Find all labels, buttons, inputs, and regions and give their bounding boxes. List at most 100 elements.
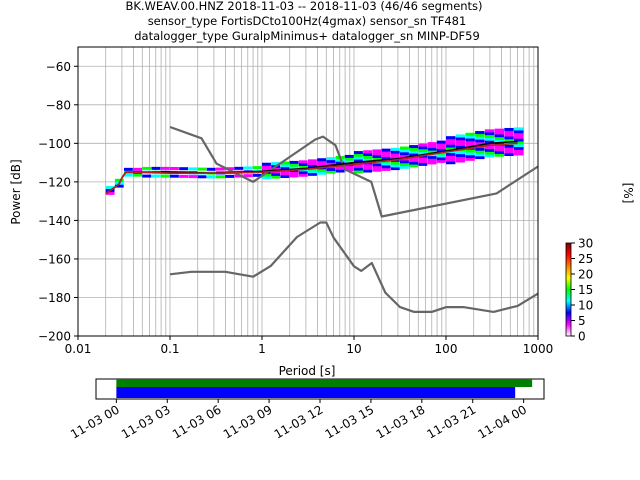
density-cell — [326, 162, 336, 166]
density-cell — [409, 153, 419, 157]
density-cell — [133, 167, 143, 171]
density-cell — [234, 166, 244, 170]
timeline-tick-label: 11-03 18 — [374, 402, 428, 441]
mean-line — [105, 142, 518, 195]
data-coverage-bar — [116, 379, 533, 387]
title-line-2: sensor_type FortisDCto100Hz(4gmax) senso… — [148, 14, 467, 28]
density-cell — [465, 155, 475, 159]
density-cell — [436, 146, 446, 150]
density-cell — [197, 167, 207, 171]
density-cell — [475, 136, 485, 140]
high-noise-model-line — [169, 125, 539, 218]
density-cell — [436, 154, 446, 158]
timeline-tick-label: 11-03 00 — [68, 402, 122, 441]
density-cell — [484, 137, 495, 141]
density-cell — [504, 127, 514, 131]
density-cell — [280, 161, 290, 165]
density-cell — [381, 165, 391, 169]
density-cell — [289, 171, 299, 175]
density-cell — [446, 136, 456, 140]
density-cell — [160, 174, 170, 178]
density-cell — [504, 147, 514, 151]
density-cell — [409, 150, 419, 154]
y-tick-label: −80 — [46, 98, 71, 112]
density-cell — [252, 166, 262, 170]
density-cell — [504, 130, 514, 134]
density-cell — [504, 144, 514, 148]
density-cell — [372, 165, 382, 169]
density-cell — [484, 134, 495, 138]
density-cell — [363, 150, 373, 154]
density-cell — [105, 191, 115, 195]
timeline-bars — [116, 379, 533, 398]
density-cell — [326, 170, 336, 174]
density-cell — [243, 174, 253, 178]
density-cell — [215, 167, 225, 171]
density-cell — [344, 157, 354, 161]
colorbar-scale — [565, 242, 572, 337]
density-cell — [142, 174, 152, 178]
timeline-tick-label: 11-04 00 — [475, 402, 529, 441]
timeline-tick-label: 11-03 12 — [272, 402, 326, 441]
density-cell — [427, 150, 437, 154]
density-cell — [381, 167, 391, 171]
y-tick-label: −60 — [46, 60, 71, 74]
density-cell — [280, 172, 290, 176]
x-tick-label: 1 — [258, 342, 266, 356]
density-cell — [465, 143, 475, 147]
density-cell — [308, 164, 317, 168]
density-cell — [465, 152, 475, 156]
density-cell — [262, 176, 271, 180]
density-cell — [372, 157, 382, 161]
plot-frame — [77, 46, 539, 337]
density-cell — [354, 153, 363, 157]
density-cell — [446, 155, 456, 159]
density-cell — [169, 166, 179, 170]
colorbar-tick-label: 25 — [578, 252, 593, 266]
density-cell — [326, 167, 336, 171]
y-axis-label: Power [dB] — [9, 159, 23, 224]
density-cell — [354, 156, 363, 160]
probability-density — [105, 127, 524, 195]
density-cell — [354, 159, 363, 163]
y-tick-label: −200 — [38, 330, 71, 344]
density-cell — [475, 131, 485, 135]
density-cell — [400, 146, 409, 150]
x-tick-label: 0.1 — [160, 342, 179, 356]
density-cell — [354, 167, 363, 171]
density-cell — [124, 167, 133, 171]
density-cell — [475, 133, 485, 137]
density-cell — [514, 132, 524, 136]
density-cell — [475, 153, 485, 157]
density-cell — [494, 150, 505, 154]
x-axis-ticks: 0.01 0.1 1 10 100 1000 — [65, 336, 553, 356]
density-cell — [436, 159, 446, 163]
density-cell — [381, 156, 391, 160]
density-cell — [484, 151, 495, 155]
density-cell — [381, 162, 391, 166]
density-cell — [400, 154, 409, 158]
grid — [77, 47, 538, 337]
density-cell — [409, 158, 419, 162]
density-cell — [446, 138, 456, 142]
ppsd-plot: 0.01 0.1 1 10 100 1000 −60 −80 −100 −120 −140 −160… — [9, 46, 553, 378]
low-noise-model-line — [169, 221, 539, 313]
density-cell — [514, 127, 524, 131]
density-cell — [514, 146, 524, 150]
density-cell — [271, 172, 281, 176]
density-cell — [418, 146, 428, 150]
density-cell — [494, 131, 505, 135]
density-cell — [363, 166, 373, 170]
density-cell — [409, 161, 419, 165]
density-cell — [427, 158, 437, 162]
density-cell — [390, 150, 400, 154]
density-cell — [372, 168, 382, 172]
density-cell — [317, 160, 327, 164]
density-cell — [280, 174, 290, 178]
density-cell — [400, 149, 409, 153]
density-cell — [504, 133, 514, 137]
